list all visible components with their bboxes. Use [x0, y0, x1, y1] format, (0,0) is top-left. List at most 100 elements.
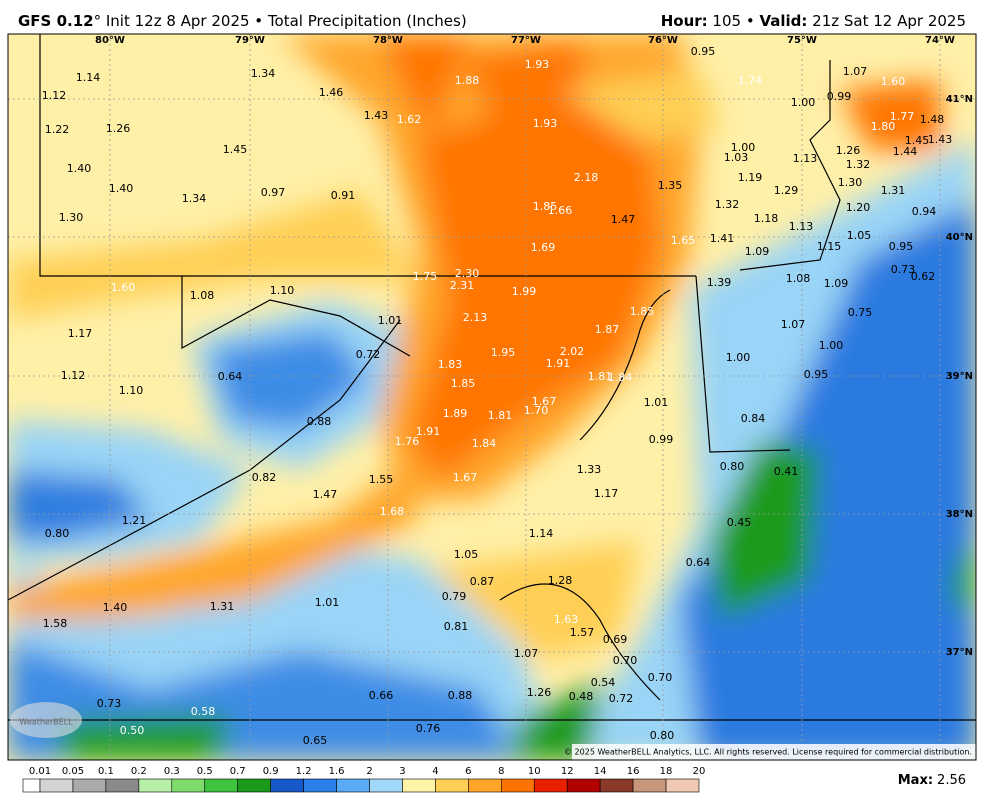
precip-value: 0.88: [307, 415, 332, 428]
precip-value: 1.43: [928, 133, 953, 146]
colorbar-label: 0.9: [263, 766, 279, 777]
precip-value: 1.00: [791, 96, 816, 109]
precip-value: 1.84: [472, 437, 497, 450]
colorbar-swatch: [204, 778, 239, 793]
colorbar-swatch: [402, 778, 436, 793]
colorbar-label: 10: [528, 766, 541, 777]
title-rest: ° Init 12z 8 Apr 2025 • Total Precipitat…: [94, 12, 467, 30]
precip-value: 1.80: [871, 120, 896, 133]
precip-value: 0.54: [591, 676, 616, 689]
title: GFS 0.12° Init 12z 8 Apr 2025 • Total Pr…: [18, 12, 467, 30]
model: GFS 0.12: [18, 12, 94, 30]
precip-value: 1.89: [443, 407, 468, 420]
precip-value: 1.01: [315, 596, 340, 609]
precip-value: 1.85: [451, 377, 476, 390]
lat-label: 40°N: [946, 232, 973, 243]
lon-label: 79°W: [235, 35, 265, 46]
precip-value: 0.50: [120, 724, 145, 737]
colorbar-swatch: [500, 778, 535, 793]
precip-value: 1.00: [819, 339, 844, 352]
precip-value: 1.69: [531, 241, 556, 254]
logo-mark: [10, 702, 82, 738]
precip-value: 0.66: [369, 689, 394, 702]
precip-value: 1.01: [378, 314, 403, 327]
valid-info: Hour: 105 • Valid: 21z Sat 12 Apr 2025: [661, 12, 966, 30]
precip-value: 0.94: [912, 205, 937, 218]
precip-value: 1.67: [532, 395, 557, 408]
precip-value: 1.84: [608, 371, 633, 384]
colorbar-swatch: [270, 778, 304, 793]
precip-value: 0.70: [613, 654, 638, 667]
colorbar-swatch: [22, 778, 41, 793]
precip-value: 1.17: [68, 327, 93, 340]
colorbar-swatch: [105, 778, 140, 793]
colorbar-label: 8: [498, 766, 504, 777]
lon-label: 80°W: [95, 35, 125, 46]
map-frame: [7, 33, 977, 761]
lon-label: 75°W: [787, 35, 817, 46]
precip-value: 0.41: [774, 465, 799, 478]
colorbar-swatch: [566, 778, 601, 793]
precip-value: 1.12: [42, 89, 67, 102]
colorbar-swatch: [369, 778, 403, 793]
precip-value: 1.15: [817, 240, 842, 253]
precip-value: 1.05: [847, 229, 872, 242]
precip-value: 1.68: [380, 505, 405, 518]
colorbar-swatch: [138, 778, 173, 793]
colorbar-swatch: [171, 778, 206, 793]
precip-value: 0.80: [720, 460, 745, 473]
precip-value: 1.67: [453, 471, 478, 484]
lat-label: 41°N: [946, 94, 973, 105]
precip-value: 0.97: [261, 186, 286, 199]
precip-value: 0.80: [650, 729, 675, 742]
max-value: 2.56: [937, 773, 966, 788]
precip-value: 1.43: [364, 109, 389, 122]
lon-label: 74°W: [925, 35, 955, 46]
colorbar-swatch: [468, 778, 502, 793]
precip-value: 1.40: [109, 182, 134, 195]
precip-value: 1.09: [745, 245, 770, 258]
precip-value: 1.93: [533, 117, 558, 130]
precip-value: 1.60: [881, 75, 906, 88]
precip-value: 1.85: [630, 305, 655, 318]
valid: 21z Sat 12 Apr 2025: [807, 12, 966, 30]
precip-value: 1.58: [43, 617, 68, 630]
valid-label: Valid:: [759, 12, 807, 30]
precip-value: 1.30: [838, 176, 863, 189]
precip-value: 1.81: [488, 409, 513, 422]
precip-value: 1.55: [369, 473, 394, 486]
copyright: © 2025 WeatherBELL Analytics, LLC. All r…: [564, 748, 972, 757]
precip-value: 1.33: [577, 463, 602, 476]
colorbar-label: 18: [660, 766, 673, 777]
precip-value: 1.18: [754, 212, 779, 225]
precip-value: 1.91: [546, 357, 571, 370]
lat-label: 37°N: [946, 647, 973, 658]
precip-value: 0.76: [416, 722, 441, 735]
precip-value: 1.39: [707, 276, 732, 289]
colorbar-swatch: [303, 778, 337, 793]
precip-value: 1.14: [76, 71, 101, 84]
precip-value: 1.63: [554, 613, 579, 626]
precip-value: 1.32: [715, 198, 740, 211]
precip-value: 1.28: [548, 574, 573, 587]
precip-value: 2.31: [450, 279, 475, 292]
colorbar-label: 14: [594, 766, 607, 777]
precip-value: 0.84: [741, 412, 766, 425]
colorbar: 0.01 0.05 0.1 0.2 0.3 0.5 0.7 0.9 1.2 1.6 2 3 4 6 8 10 1…: [22, 766, 705, 793]
precip-value: 1.95: [491, 346, 516, 359]
map-labels: 80°W 79°W 78°W 77°W 76°W 75°W 74°W 41°N 40°N 39°N…: [42, 35, 973, 747]
precip-value: 0.70: [648, 671, 673, 684]
precip-value: 1.07: [843, 65, 868, 78]
precip-value: 1.05: [454, 548, 479, 561]
lat-label: 38°N: [946, 509, 973, 520]
precip-value: 1.47: [313, 488, 338, 501]
colorbar-label: 6: [465, 766, 471, 777]
lon-label: 78°W: [373, 35, 403, 46]
precip-value: 1.32: [846, 158, 871, 171]
precip-value: 1.46: [319, 86, 344, 99]
precip-value: 1.08: [190, 289, 215, 302]
precip-value: 1.93: [525, 58, 550, 71]
copyright-bg: [572, 744, 976, 760]
precip-value: 1.07: [514, 647, 539, 660]
